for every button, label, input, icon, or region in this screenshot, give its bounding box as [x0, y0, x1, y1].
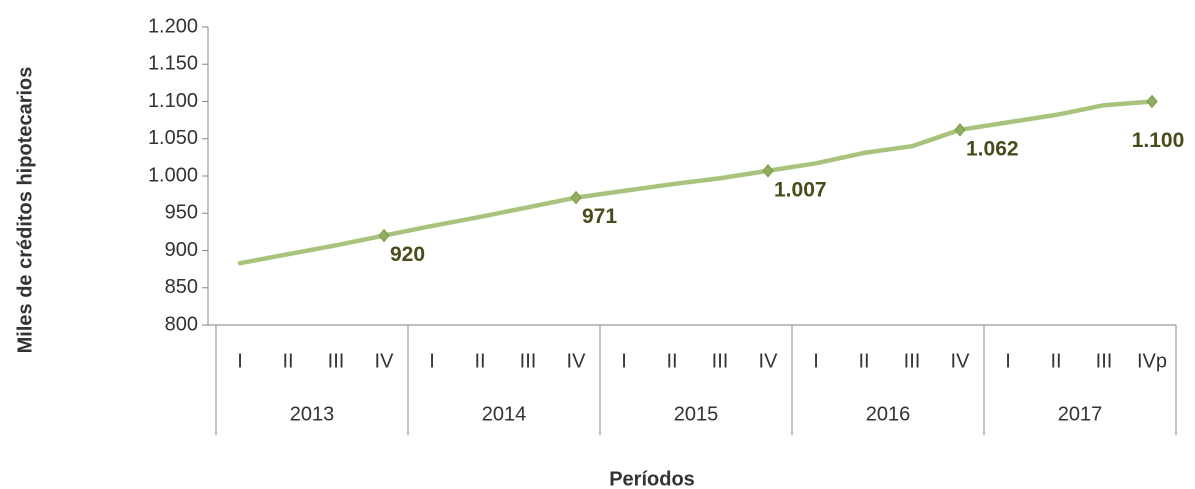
- marker: [762, 164, 774, 178]
- y-tick-label: 1.000: [148, 164, 198, 186]
- year-label: 2017: [1058, 403, 1103, 425]
- marker: [1146, 94, 1158, 109]
- marker: [570, 190, 582, 205]
- y-tick-label: 1.100: [148, 90, 198, 112]
- y-tick-label: 800: [165, 313, 198, 335]
- x-tick-label: I: [621, 350, 627, 372]
- y-tick-label: 950: [165, 202, 198, 224]
- line: [237, 99, 1155, 266]
- x-axis-title: Períodos: [609, 468, 695, 489]
- x-tick-label: II: [474, 350, 485, 372]
- x-tick-label: II: [1050, 350, 1061, 372]
- data-label: 1.100: [1132, 129, 1185, 152]
- x-tick-label: IV: [567, 350, 587, 372]
- x-tick-label: III: [712, 350, 729, 372]
- x-tick-label: III: [520, 350, 537, 372]
- year-label: 2013: [290, 403, 335, 425]
- x-tick-label: IV: [375, 350, 395, 372]
- x-tick-label: III: [328, 350, 345, 372]
- x-tick-label: I: [813, 350, 819, 372]
- x-tick-label: I: [1005, 350, 1011, 372]
- data-label: 1.007: [774, 178, 827, 201]
- data-label: 971: [582, 205, 617, 228]
- x-tick-label: III: [904, 350, 921, 372]
- x-tick-label: II: [858, 350, 869, 372]
- y-axis-title: Miles de créditos hipotecarios: [14, 67, 36, 354]
- x-tick-label: IVp: [1137, 350, 1167, 372]
- x-tick-label: II: [666, 350, 677, 372]
- marker: [954, 123, 966, 137]
- data-label: 1.062: [966, 137, 1019, 160]
- year-label: 2015: [674, 403, 719, 425]
- y-tick-label: 850: [165, 276, 198, 298]
- year-label: 2016: [866, 403, 911, 425]
- marker: [378, 228, 390, 243]
- x-tick-label: I: [429, 350, 435, 372]
- x-tick-label: IV: [951, 350, 971, 372]
- x-tick-label: I: [237, 350, 243, 372]
- y-tick-label: 900: [165, 239, 198, 261]
- y-tick-label: 1.150: [148, 53, 198, 75]
- year-label: 2014: [482, 403, 527, 425]
- x-tick-label: III: [1096, 350, 1113, 372]
- y-tick-label: 1.050: [148, 127, 198, 149]
- x-tick-label: II: [282, 350, 293, 372]
- y-tick-label: 1.200: [148, 15, 198, 37]
- x-tick-label: IV: [759, 350, 779, 372]
- data-label: 920: [390, 243, 425, 266]
